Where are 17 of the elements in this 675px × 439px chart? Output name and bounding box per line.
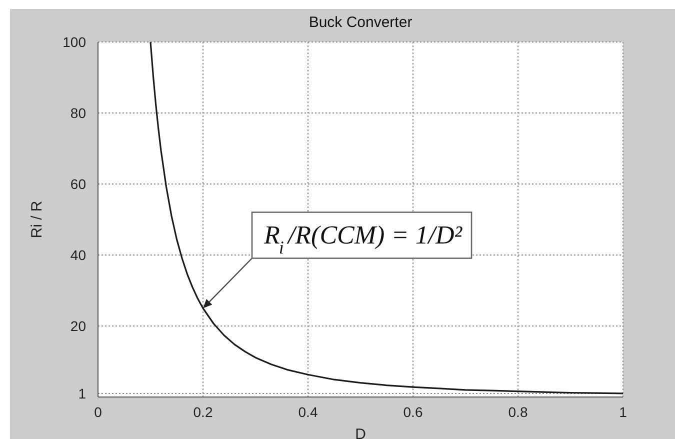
x-axis-title: D — [355, 426, 366, 439]
line-series — [150, 42, 623, 394]
y-tick-label: 40 — [70, 246, 86, 263]
chart-title: Buck Converter — [308, 14, 414, 31]
y-tick-label: 100 — [62, 34, 86, 50]
x-tick-label: 0.4 — [298, 404, 318, 420]
annotation: R$_{i}$/R(CCM) = 1/D² — [263, 220, 464, 258]
y-tick-label: 80 — [70, 104, 86, 121]
x-tick-label: 0 — [94, 404, 102, 420]
x-tick-label: 0.2 — [193, 404, 213, 420]
x-tick-label: 0.8 — [508, 404, 528, 420]
x-tick-label: 0.6 — [403, 404, 423, 420]
y-tick-label: 1 — [78, 385, 86, 402]
y-tick-label: 20 — [70, 318, 86, 334]
y-tick-label: 60 — [70, 176, 86, 192]
y-axis-title: Ri / R — [28, 200, 46, 238]
x-tick-label: 1 — [619, 404, 628, 420]
